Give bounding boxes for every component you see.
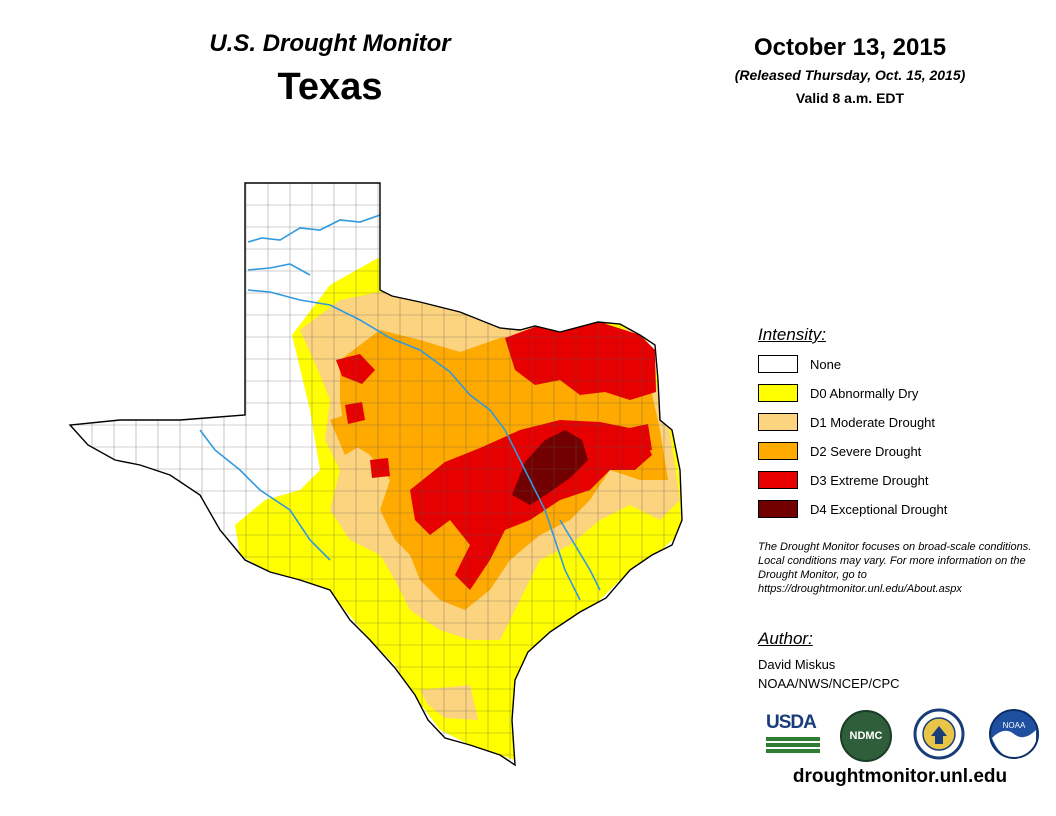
- d3-region-central-spot: [345, 402, 365, 424]
- legend-swatch: [758, 355, 798, 373]
- legend-label: None: [810, 357, 842, 372]
- map-header-title: U.S. Drought Monitor: [209, 30, 451, 57]
- ndmc-logo: NDMC: [840, 710, 892, 762]
- texas-border: [68, 182, 683, 767]
- author-organization: NOAA/NWS/NCEP/CPC: [758, 676, 900, 691]
- valid-time: Valid 8 a.m. EDT: [795, 90, 905, 106]
- rivers: [199, 214, 601, 601]
- brazos-river: [247, 263, 311, 276]
- legend-swatch: [758, 471, 798, 489]
- colorado-river: [559, 519, 601, 591]
- legend-swatch: [758, 500, 798, 518]
- svg-text:NOAA: NOAA: [1003, 721, 1026, 730]
- rio-grande: [199, 429, 331, 561]
- website-url[interactable]: droughtmonitor.unl.edu: [792, 766, 1008, 787]
- usda-logo: USDA: [766, 712, 820, 753]
- legend-swatch: [758, 384, 798, 402]
- d3-region-spot-2: [370, 458, 390, 478]
- d3-region-west-spot: [336, 354, 375, 384]
- legend-title: Intensity:: [758, 325, 827, 344]
- legend-label: D3 Extreme Drought: [810, 473, 929, 488]
- state-name: Texas: [277, 66, 383, 108]
- map-date: October 13, 2015: [753, 34, 947, 61]
- legend-label: D2 Severe Drought: [810, 444, 922, 459]
- legend-swatch: [758, 442, 798, 460]
- legend-label: D0 Abnormally Dry: [810, 386, 919, 401]
- dept-of-commerce-seal-icon: [913, 708, 965, 760]
- county-lines: [70, 183, 682, 765]
- legend-label: D4 Exceptional Drought: [810, 502, 948, 517]
- author-heading: Author:: [758, 629, 813, 648]
- noaa-logo: NOAA: [988, 708, 1040, 760]
- red-river: [247, 214, 381, 243]
- d2-region-west: [330, 410, 370, 455]
- author-name: David Miskus: [758, 657, 836, 672]
- d3-region-central: [410, 420, 652, 590]
- legend-swatch: [758, 413, 798, 431]
- drought-monitor-note: The Drought Monitor focuses on broad-sca…: [758, 541, 1032, 595]
- release-date: (Released Thursday, Oct. 15, 2015): [734, 67, 966, 83]
- d4-region-central: [512, 430, 588, 505]
- legend-label: D1 Moderate Drought: [810, 415, 936, 430]
- canadian-river: [247, 289, 581, 601]
- d3-region-northeast: [505, 322, 656, 400]
